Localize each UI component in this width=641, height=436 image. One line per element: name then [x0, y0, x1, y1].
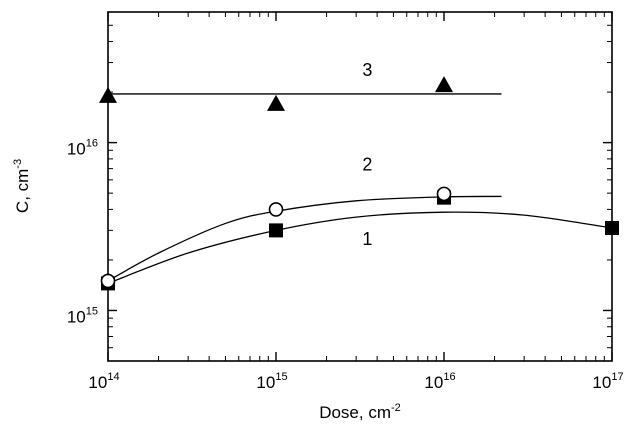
circle-marker [268, 202, 284, 217]
x-tick-label: 1014 [88, 371, 119, 392]
triangle-marker [99, 86, 117, 103]
square-marker [605, 220, 619, 235]
x-tick-label: 1016 [424, 371, 455, 392]
x-tick-label: 1017 [592, 371, 623, 392]
axis-ticks [107, 11, 613, 362]
x-tick-label: 1015 [256, 371, 287, 392]
plot-frame [107, 11, 613, 362]
triangle-marker [435, 76, 453, 93]
circle-marker [436, 186, 452, 202]
curve-label-2: 2 [362, 155, 372, 175]
fit-curves [107, 93, 613, 284]
curve-labels: 3 2 1 [362, 60, 372, 249]
data-markers [99, 76, 619, 291]
y-axis-title: C, cm-3 [12, 159, 32, 213]
fit-curve-2 [107, 195, 502, 282]
y-tick-label: 1015 [67, 305, 98, 326]
fit-curve-1 [107, 211, 613, 284]
x-axis-title: Dose, cm-2 [319, 402, 401, 422]
tick-labels: 1014 1015 1016 1017 1015 1016 [67, 138, 624, 392]
circle-marker [100, 273, 116, 289]
square-marker [269, 223, 283, 238]
curve-label-3: 3 [362, 60, 372, 80]
y-tick-label: 1016 [67, 138, 98, 159]
triangle-marker [267, 94, 285, 111]
curve-label-1: 1 [362, 229, 372, 249]
